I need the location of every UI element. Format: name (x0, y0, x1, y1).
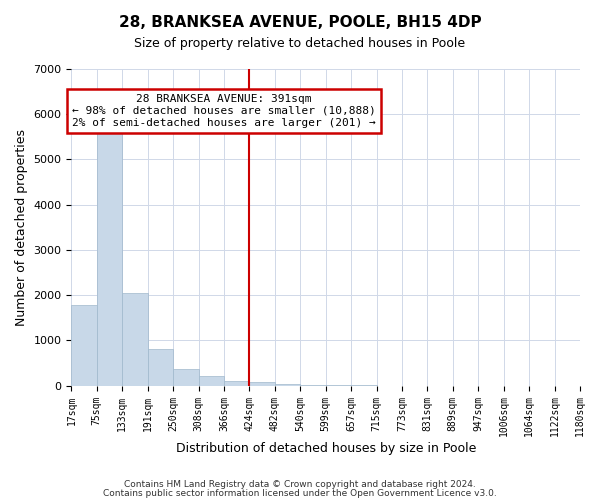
Bar (199, 376, 224, 386)
Bar (275, 384, 300, 386)
X-axis label: Distribution of detached houses by size in Poole: Distribution of detached houses by size … (176, 442, 476, 455)
Text: 28 BRANKSEA AVENUE: 391sqm
← 98% of detached houses are smaller (10,888)
2% of s: 28 BRANKSEA AVENUE: 391sqm ← 98% of deta… (72, 94, 376, 128)
Bar (122, 293, 148, 386)
Text: Contains public sector information licensed under the Open Government Licence v3: Contains public sector information licen… (103, 489, 497, 498)
Y-axis label: Number of detached properties: Number of detached properties (15, 129, 28, 326)
Bar (148, 349, 173, 386)
Bar (97, 126, 122, 386)
Bar (71, 305, 97, 386)
Bar (250, 382, 275, 386)
Bar (224, 380, 250, 386)
Text: Contains HM Land Registry data © Crown copyright and database right 2024.: Contains HM Land Registry data © Crown c… (124, 480, 476, 489)
Bar (173, 369, 199, 386)
Text: Size of property relative to detached houses in Poole: Size of property relative to detached ho… (134, 38, 466, 51)
Text: 28, BRANKSEA AVENUE, POOLE, BH15 4DP: 28, BRANKSEA AVENUE, POOLE, BH15 4DP (119, 15, 481, 30)
